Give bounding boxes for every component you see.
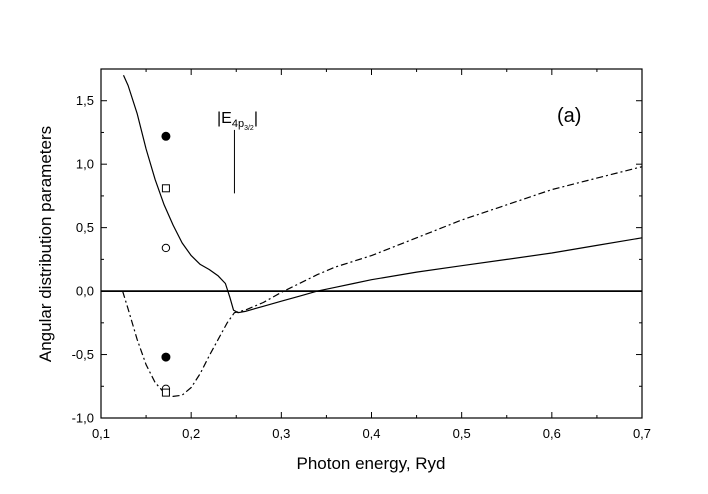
marker-open-circle [161,243,171,253]
marker-filled-circle [161,352,171,362]
marker-open-square [161,184,170,193]
marker-open-square [161,388,170,397]
x-tick-label: 0,3 [272,426,290,441]
y-tick-label: 0,5 [76,220,94,235]
y-axis-title: Angular distribution parameters [36,126,55,362]
y-tick-label: 1,5 [76,93,94,108]
energy-annotation: |E4p3/2| [217,110,258,194]
annotation-label: |E4p3/2| [217,110,258,132]
marker-filled-circle [161,131,171,141]
y-tick-label: -1,0 [72,411,94,426]
x-tick-label: 0,5 [453,426,471,441]
series-line-dash-dot [122,166,643,397]
y-tick-label: 0,0 [76,284,94,299]
x-axis-ticks: 0,1 0,2 0,3 0,4 0,5 0,6 0,7 [92,69,651,441]
series-layer [122,75,643,397]
y-tick-label: 1,0 [76,157,94,172]
x-tick-label: 0,4 [362,426,380,441]
marker-layer [161,131,171,397]
x-axis-title: Photon energy, Ryd [297,454,446,473]
x-tick-label: 0,7 [633,426,651,441]
panel-label: (a) [557,105,581,127]
y-tick-label: -0,5 [72,347,94,362]
x-tick-label: 0,6 [543,426,561,441]
y-axis-ticks: -1,0 -0,5 0,0 0,5 1,0 1,5 [72,93,642,426]
series-line-solid [122,75,643,314]
x-tick-label: 0,2 [182,426,200,441]
x-tick-label: 0,1 [92,426,110,441]
